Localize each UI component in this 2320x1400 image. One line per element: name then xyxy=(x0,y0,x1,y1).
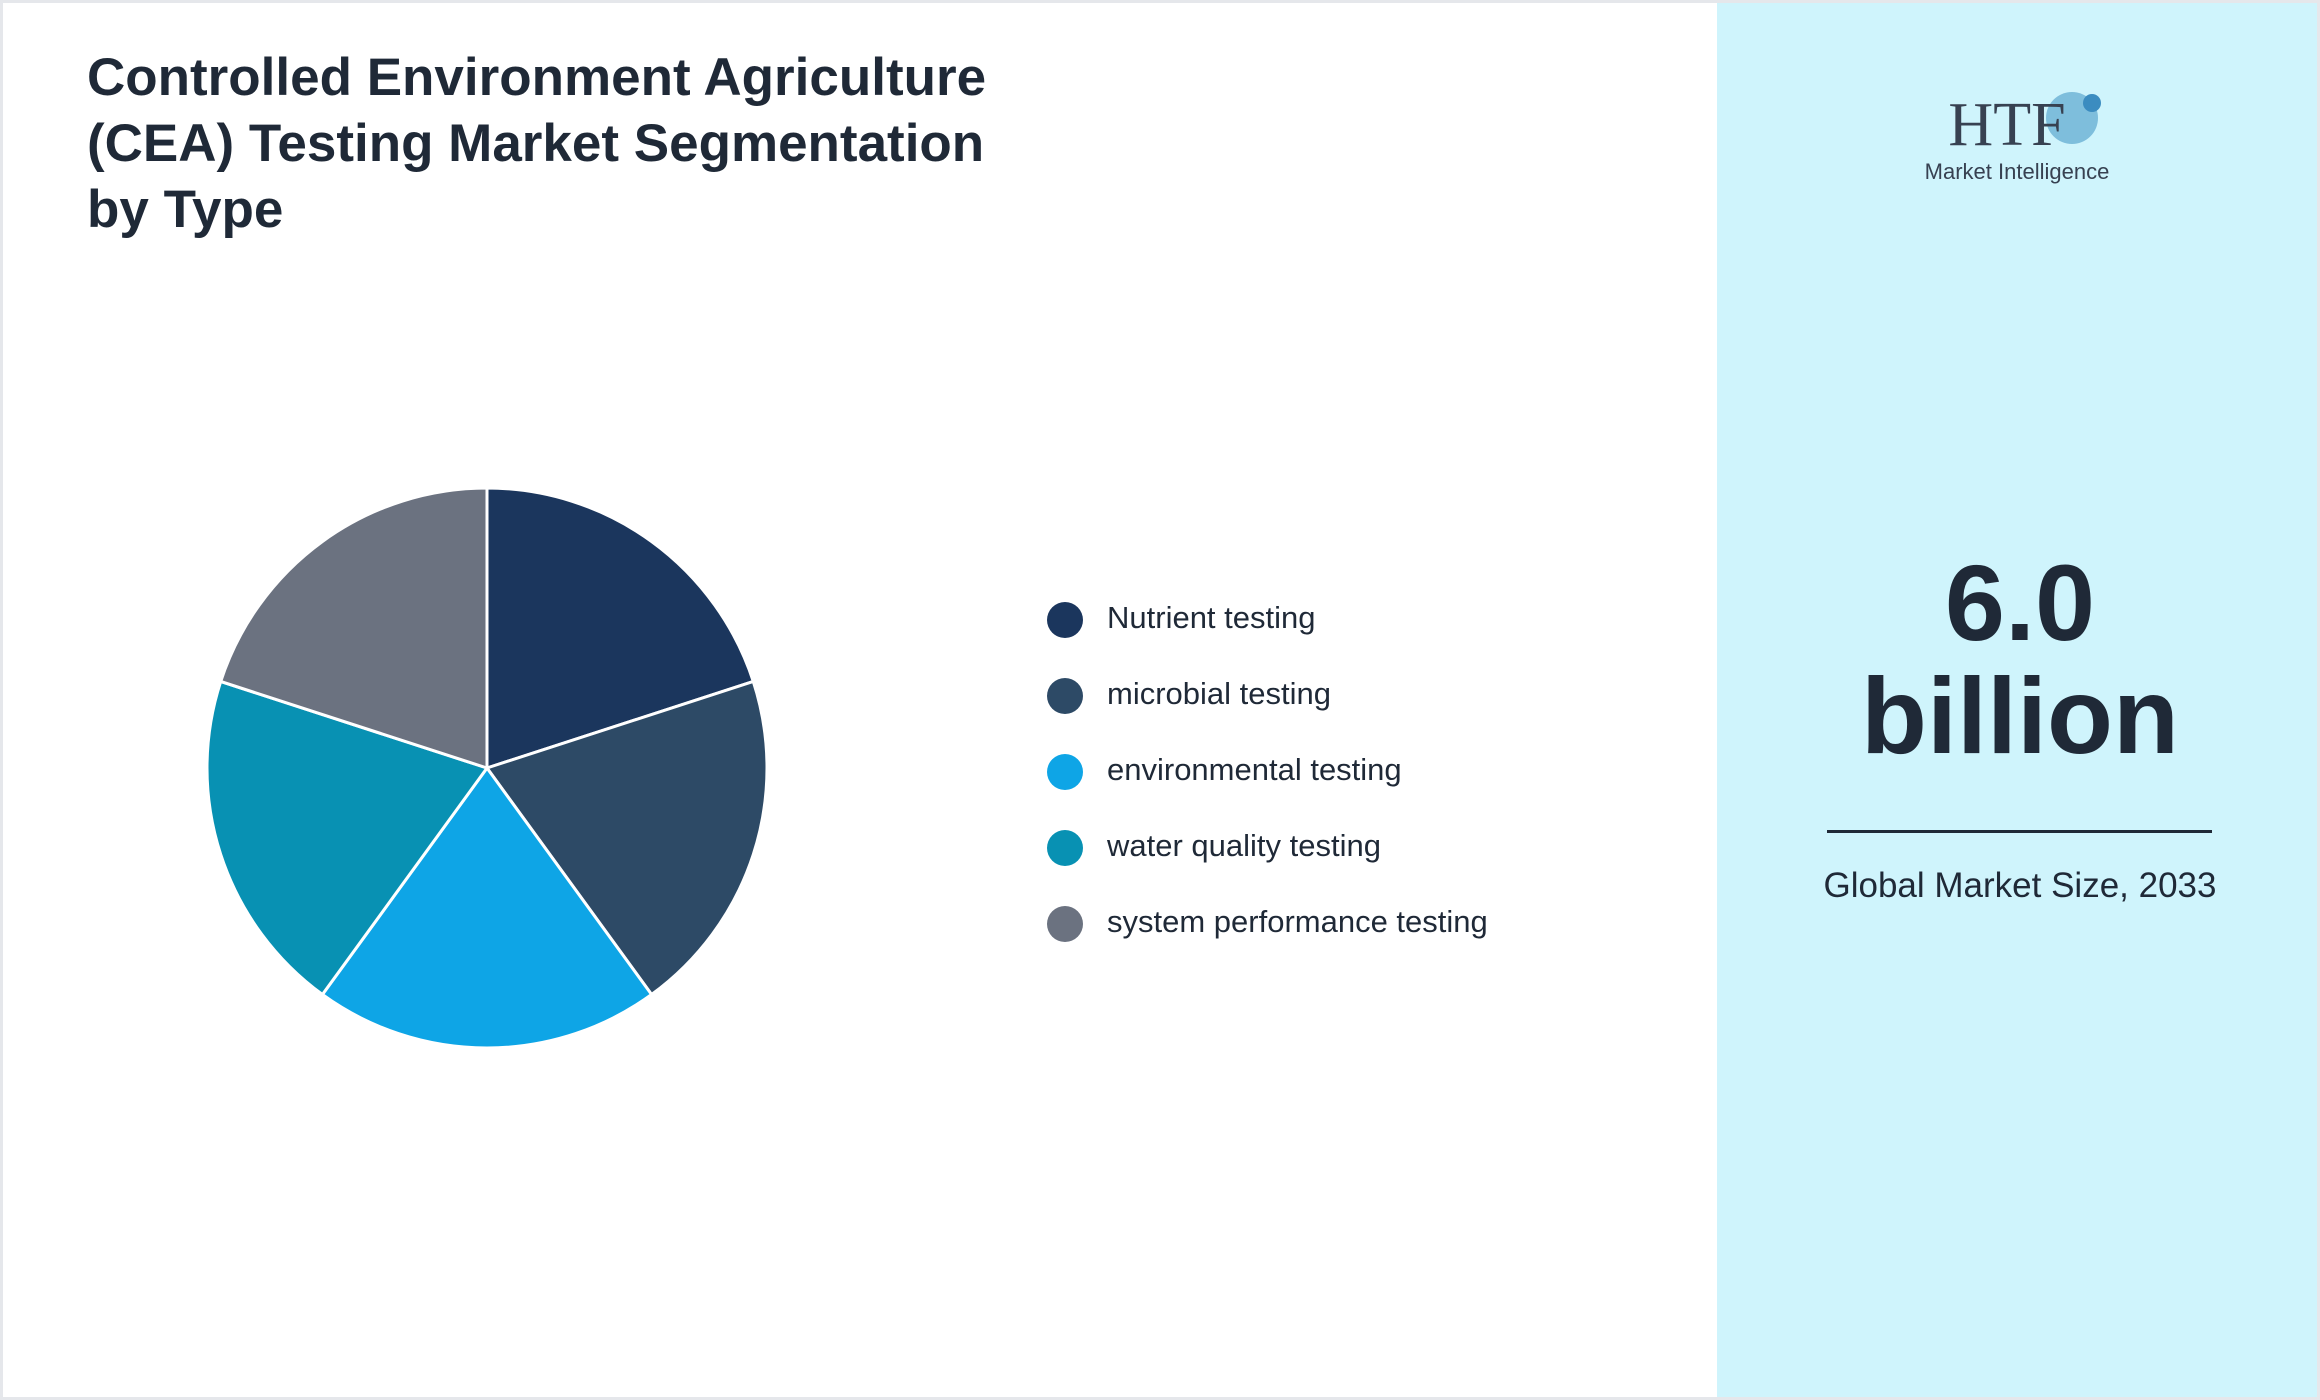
pie-slice xyxy=(320,765,654,1050)
pie-slice xyxy=(485,486,756,771)
legend-swatch xyxy=(1047,602,1083,638)
caption: Global Market Size, 2033 xyxy=(1823,866,2217,905)
market-value: 6.0 xyxy=(1944,542,2096,663)
pie-slice xyxy=(205,679,490,997)
logo: HTF Market Intelligence xyxy=(1925,91,2110,184)
logo-icon xyxy=(2083,94,2101,112)
legend-label: system performance testing xyxy=(1107,904,1488,939)
pie-slice xyxy=(484,679,769,997)
pie-slice xyxy=(218,486,489,771)
logo-tagline: Market Intelligence xyxy=(1925,159,2110,184)
legend-swatch xyxy=(1047,678,1083,714)
legend-swatch xyxy=(1047,830,1083,866)
market-unit: billion xyxy=(1861,655,2179,776)
legend-label: Nutrient testing xyxy=(1107,600,1316,635)
legend-label: environmental testing xyxy=(1107,752,1402,787)
chart-title: Controlled Environment Agriculture (CEA)… xyxy=(87,48,987,239)
side-panel: HTF Market Intelligence 6.0 billion Glob… xyxy=(1717,3,2317,1397)
legend-label: water quality testing xyxy=(1106,828,1381,863)
logo-brand: HTF xyxy=(1948,91,2065,159)
legend-swatch xyxy=(1047,754,1083,790)
legend-label: microbial testing xyxy=(1107,676,1331,711)
legend-swatch xyxy=(1047,906,1083,942)
divider xyxy=(1827,830,2212,833)
chart: Nutrient testing microbial testing environ… xyxy=(205,486,1488,1050)
